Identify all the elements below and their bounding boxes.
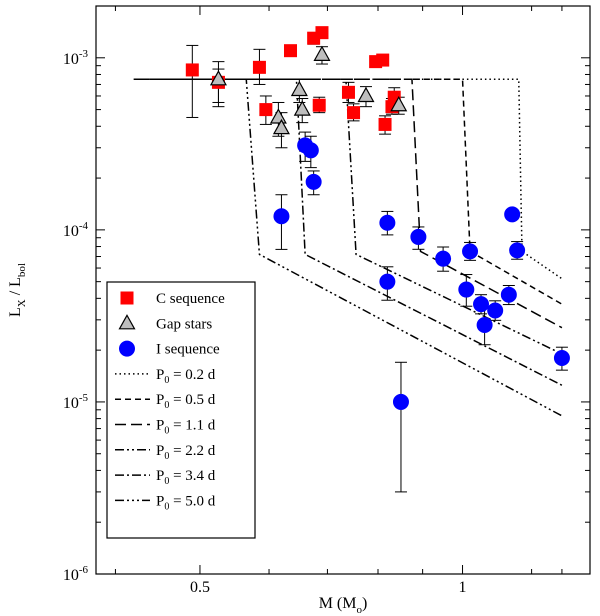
- y-tick-label-base: 10: [63, 395, 79, 412]
- legend-label-sub: 0: [164, 375, 169, 386]
- legend-label: P0 = 5.0 d: [156, 493, 216, 512]
- legend-label-sub: 0: [164, 451, 169, 462]
- legend-label-sub: 0: [164, 426, 169, 437]
- point-i-sequence: [410, 228, 427, 245]
- legend-label: P0 = 0.5 d: [156, 392, 216, 411]
- y-tick-label-exp: -3: [79, 48, 89, 60]
- data-markers: [185, 26, 570, 410]
- x-tick-label: 1: [459, 579, 467, 596]
- y-tick-label-base: 10: [63, 51, 79, 68]
- point-i-sequence: [379, 273, 396, 290]
- point-c-sequence: [341, 85, 355, 99]
- y-tick-label-base: 10: [63, 567, 79, 584]
- point-i-sequence: [462, 243, 479, 260]
- legend-marker-i-sequence: [119, 340, 135, 357]
- point-i-sequence: [458, 281, 475, 298]
- legend-label: P0 = 3.4 d: [156, 468, 216, 487]
- curve-p0-0-2-d: [133, 78, 563, 280]
- point-i-sequence: [476, 316, 493, 333]
- point-i-sequence: [500, 286, 517, 303]
- legend-label-pre: P: [156, 468, 164, 484]
- curve-p0-5-0-d: [133, 78, 563, 417]
- point-gap-stars: [357, 86, 375, 103]
- x-tick-label: 0.5: [190, 579, 210, 596]
- x-axis-label: M (Mo): [319, 595, 368, 616]
- point-i-sequence: [473, 296, 490, 313]
- legend-marker-gap-stars: [118, 314, 136, 330]
- legend-label: P0 = 2.2 d: [156, 443, 216, 462]
- y-axis-label: LX / Lbol: [7, 263, 28, 317]
- point-c-sequence: [259, 103, 273, 117]
- y-tick-label: 10-4: [63, 220, 89, 240]
- point-gap-stars: [390, 96, 408, 112]
- y-tick-label: 10-6: [63, 564, 89, 584]
- point-c-sequence: [284, 44, 298, 58]
- point-i-sequence: [379, 214, 396, 231]
- point-i-sequence: [435, 250, 452, 267]
- legend-label-post: = 0.2 d: [169, 367, 215, 383]
- legend-label-pre: P: [156, 392, 164, 408]
- legend-marker-c-sequence: [120, 291, 134, 305]
- point-c-sequence: [376, 53, 390, 67]
- legend-label: P0 = 0.2 d: [156, 367, 216, 386]
- legend-label-post: = 1.1 d: [169, 418, 215, 434]
- point-gap-stars: [209, 70, 227, 86]
- point-i-sequence: [487, 302, 504, 319]
- point-i-sequence: [392, 393, 409, 410]
- axes: 10-310-410-510-60.5 1: [63, 5, 591, 596]
- y-tick-label: 10-3: [63, 48, 89, 68]
- legend-label-sub: 0: [164, 501, 169, 512]
- legend-label: I sequence: [156, 342, 220, 358]
- legend-label-pre: P: [156, 443, 164, 459]
- point-c-sequence: [185, 63, 199, 77]
- point-gap-stars: [290, 80, 308, 97]
- point-c-sequence: [378, 117, 392, 131]
- y-tick-label-exp: -4: [79, 220, 89, 232]
- point-c-sequence: [347, 106, 361, 120]
- legend-label-pre: P: [156, 493, 164, 509]
- legend-label-sub: 0: [164, 400, 169, 411]
- point-i-sequence: [305, 173, 322, 190]
- point-i-sequence: [302, 142, 319, 159]
- point-i-sequence: [509, 242, 526, 259]
- point-gap-stars: [269, 108, 287, 124]
- point-c-sequence: [315, 26, 329, 40]
- legend-label-post: = 5.0 d: [169, 493, 215, 509]
- point-i-sequence: [553, 350, 570, 367]
- legend-label-pre: P: [156, 367, 164, 383]
- legend-label-sub: 0: [164, 476, 169, 487]
- curve-p0-1-1-d: [133, 78, 563, 329]
- legend-label-post: = 2.2 d: [169, 443, 215, 459]
- y-tick-label-exp: -5: [79, 392, 89, 404]
- y-tick-label: 10-5: [63, 392, 89, 412]
- y-tick-label-base: 10: [63, 223, 79, 240]
- legend-label-post: = 3.4 d: [169, 468, 215, 484]
- legend-label: Gap stars: [156, 316, 212, 332]
- legend-label: C sequence: [156, 291, 225, 307]
- point-gap-stars: [313, 45, 331, 61]
- point-i-sequence: [504, 206, 521, 223]
- legend-label-post: = 0.5 d: [169, 392, 215, 408]
- legend-label: P0 = 1.1 d: [156, 418, 216, 437]
- plot-frame: [95, 5, 591, 575]
- point-c-sequence: [252, 60, 266, 74]
- legend-label-pre: P: [156, 418, 164, 434]
- point-gap-stars: [272, 118, 290, 135]
- point-gap-stars: [293, 100, 311, 116]
- point-c-sequence: [312, 98, 326, 112]
- y-tick-label-exp: -6: [79, 564, 89, 576]
- point-i-sequence: [273, 208, 290, 225]
